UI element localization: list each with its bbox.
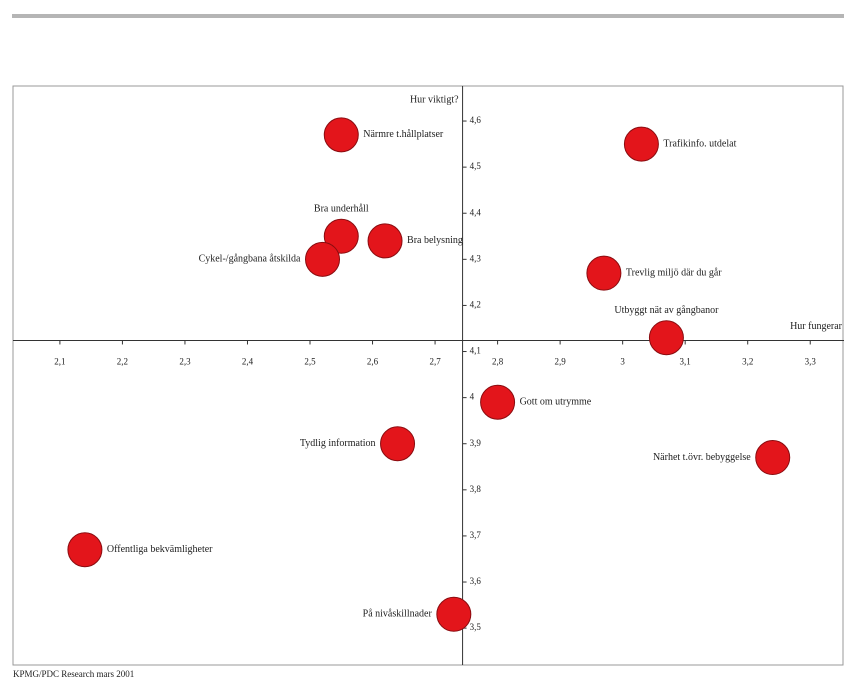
point-label: Trevlig miljö där du går [626,267,722,278]
point [755,440,791,476]
top-rule [12,14,844,18]
y-tick-label: 3,5 [470,622,482,632]
x-tick-label: 3,3 [805,357,817,367]
point [323,218,359,254]
point [305,241,341,277]
point [623,126,659,162]
plot-frame [12,85,844,666]
x-tick-label: 2,9 [554,357,566,367]
point-label: Bra underhåll [314,204,369,215]
x-tick-label: 2,6 [367,357,379,367]
x-tick-label: 3 [620,357,625,367]
y-tick-label: 4,4 [470,207,482,217]
x-tick-label: 2,7 [429,357,441,367]
point [648,320,684,356]
x-tick-label: 2,5 [304,357,316,367]
point-label: Cykel-/gångbana åtskilda [199,254,301,265]
x-tick-label: 3,2 [742,357,753,367]
x-axis-title: Hur fungerar [790,321,843,332]
y-tick-label: 4,5 [470,161,482,171]
source: KPMG/PDC Research mars 2001 [13,669,134,679]
y-axis-title: Hur viktigt? [410,94,459,105]
y-tick-label: 4,6 [470,115,482,125]
x-tick-label: 3,1 [680,357,691,367]
point-label: Gott om utrymme [520,397,592,408]
x-tick-label: 2,3 [179,357,191,367]
y-tick-label: 3,6 [470,576,482,586]
point-label: Bra belysning [407,235,463,246]
point [67,532,103,568]
x-tick-label: 2,1 [54,357,65,367]
x-tick-label: 2,8 [492,357,504,367]
y-tick-label: 3,9 [470,438,482,448]
point-label: Närmre t.hållplatser [363,129,444,140]
y-tick-label: 4,1 [470,346,481,356]
y-tick-label: 4,2 [470,299,481,309]
point-label: Utbyggt nät av gångbanor [614,305,719,316]
point-label: Tydlig information [300,438,376,449]
point [436,596,472,632]
y-tick-label: 4,3 [470,253,482,263]
point-label: På nivåskillnader [363,609,433,620]
y-tick-label: 3,7 [470,530,482,540]
y-tick-label: 3,8 [470,484,482,494]
point [323,117,359,153]
point [380,426,416,462]
point [586,255,622,291]
point-label: Offentliga bekvämligheter [107,544,213,555]
x-tick-label: 2,2 [117,357,128,367]
y-tick-label: 4 [470,392,475,402]
point [480,384,516,420]
point-label: Närhet t.övr. bebyggelse [653,452,751,463]
point-label: Trafikinfo. utdelat [663,138,736,149]
point [367,223,403,259]
x-tick-label: 2,4 [242,357,254,367]
